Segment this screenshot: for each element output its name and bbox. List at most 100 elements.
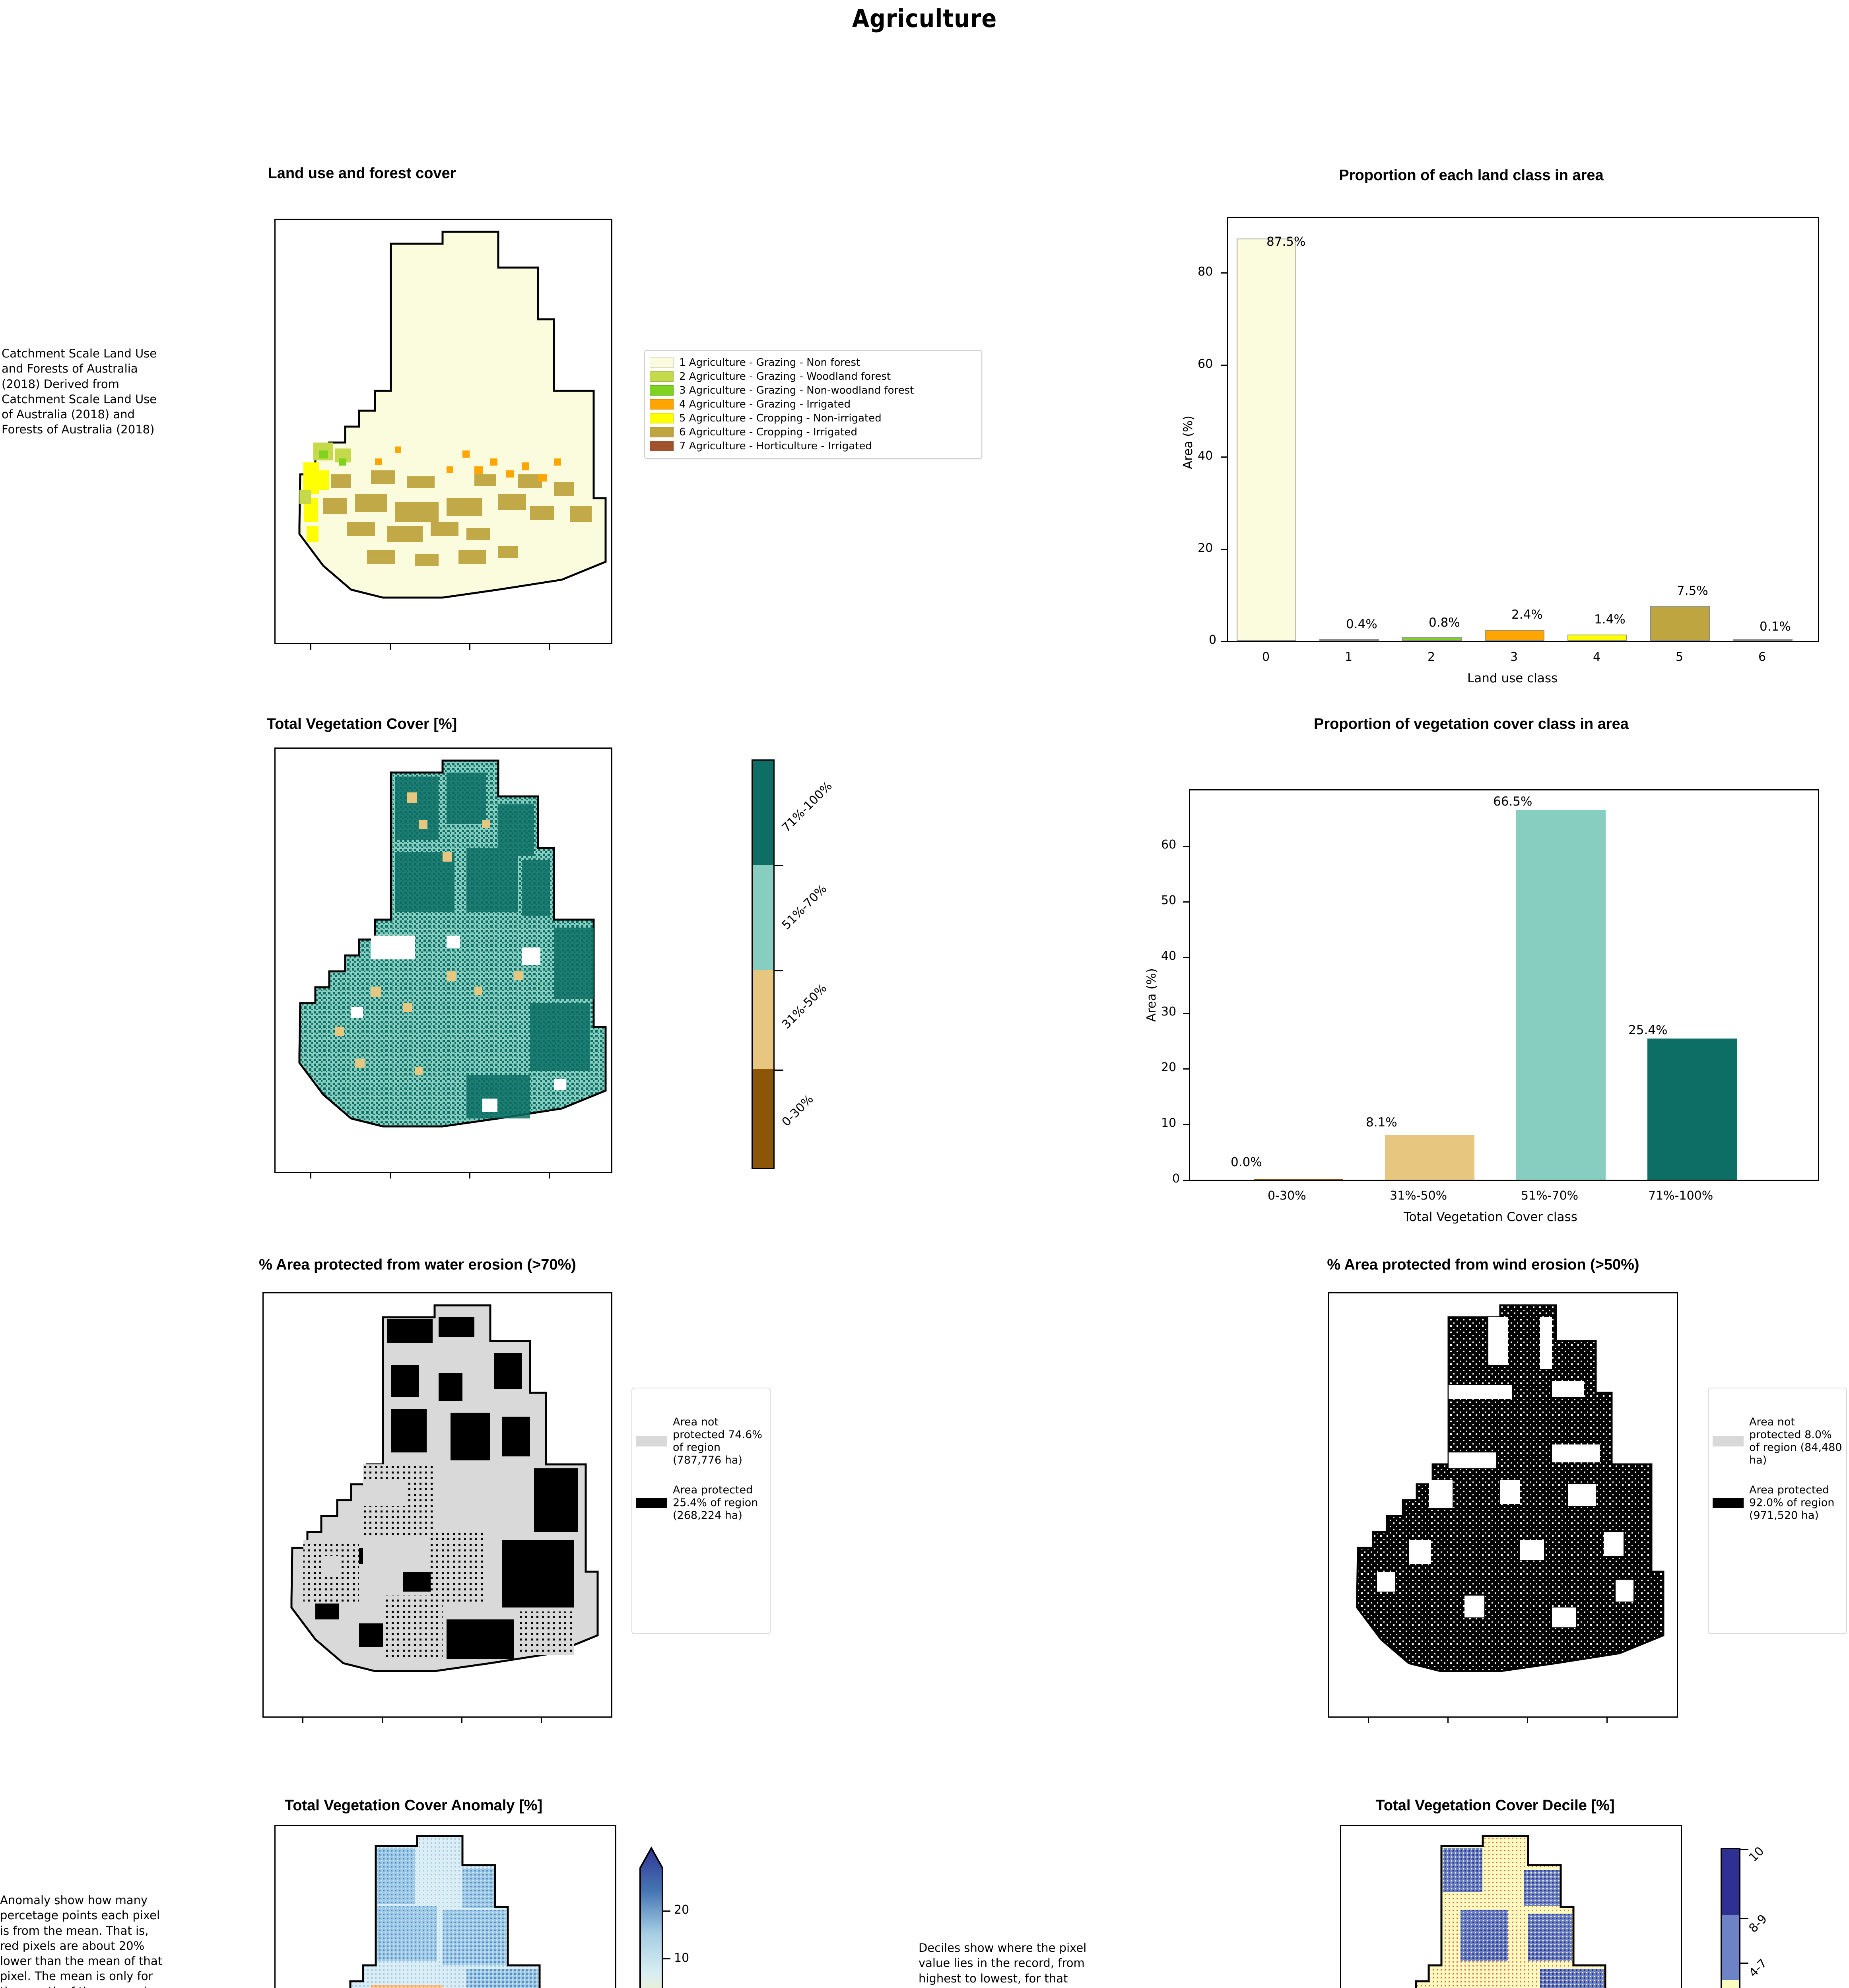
- vx-tick-0: 0-30%: [1268, 1189, 1306, 1203]
- y-tick-0: 0: [1209, 633, 1217, 647]
- legend-swatch-7: [650, 441, 674, 451]
- cb-seg-71-100: [753, 761, 773, 866]
- legend-swatch-1: [650, 357, 674, 368]
- cb-seg-0-30: [753, 1069, 773, 1168]
- cb-seg-51-70: [753, 865, 773, 970]
- bar-1[interactable]: [1319, 639, 1379, 641]
- bar-value-5: 7.5%: [1677, 584, 1708, 598]
- cb-seg-31-50: [753, 970, 773, 1069]
- vbar-2[interactable]: [1516, 810, 1606, 1180]
- anomaly-note: Anomaly show how many percetage points e…: [0, 1893, 162, 1988]
- vy-tick-30: 30: [1161, 1005, 1177, 1019]
- y-tick-20: 20: [1198, 541, 1213, 555]
- decile-note: Deciles show where the pixel value lies …: [919, 1941, 1088, 1988]
- x-tick-1: 1: [1345, 650, 1353, 664]
- legend-item: 6 Agriculture - Cropping - Irrigated: [650, 426, 977, 438]
- vbar-0[interactable]: [1254, 1179, 1343, 1180]
- swatch-protected: [636, 1498, 667, 1508]
- vbar-3[interactable]: [1647, 1039, 1737, 1180]
- dec-seg-10: [1722, 1849, 1739, 1915]
- vx-tick-3: 71%-100%: [1648, 1189, 1713, 1203]
- anomaly-map[interactable]: [274, 1825, 616, 1988]
- decile-map-graphic: [1415, 1835, 1606, 1988]
- vx-tick-2: 51%-70%: [1521, 1189, 1579, 1203]
- legend-swatch-4: [650, 399, 674, 410]
- swatch-protected: [1713, 1498, 1744, 1508]
- bar-2[interactable]: [1402, 637, 1462, 641]
- decile-label-8-9: 8-9: [1746, 1912, 1770, 1936]
- bar-value-1: 0.4%: [1346, 617, 1377, 631]
- water-erosion-legend: Area not protected 74.6% of region (787,…: [631, 1388, 771, 1634]
- vy-tick-40: 40: [1161, 949, 1177, 963]
- dec-seg-4-7: [1722, 1980, 1739, 1988]
- veg-bar-chart[interactable]: [1189, 789, 1819, 1181]
- y-tick-60: 60: [1198, 357, 1213, 371]
- water-erosion-map[interactable]: [262, 1292, 612, 1718]
- erosion-legend-row: Area not protected 74.6% of region (787,…: [636, 1416, 766, 1466]
- decile-map[interactable]: [1340, 1825, 1682, 1988]
- decile-label-4-7: 4-7: [1746, 1956, 1770, 1980]
- bar-value-4: 1.4%: [1594, 612, 1626, 627]
- landuse-bar-chart[interactable]: [1227, 217, 1819, 642]
- erosion-legend-row: Area protected 25.4% of region (268,224 …: [636, 1484, 766, 1522]
- x-tick-3: 3: [1510, 650, 1518, 664]
- vy-tick-20: 20: [1161, 1060, 1177, 1074]
- vy-tick-60: 60: [1161, 838, 1177, 852]
- bar-5[interactable]: [1650, 606, 1710, 641]
- landuse-source-note: Catchment Scale Land Use and Forests of …: [2, 347, 157, 437]
- panel-title-wind-erosion: % Area protected from wind erosion (>50%…: [1327, 1256, 1639, 1273]
- panel-title-landuse-map: Land use and forest cover: [268, 165, 456, 182]
- wind-erosion-map[interactable]: [1328, 1292, 1678, 1718]
- dec-seg-8-9: [1722, 1914, 1739, 1980]
- veg-cover-map[interactable]: [274, 747, 612, 1173]
- wind-erosion-legend: Area not protected 8.0% of region (84,48…: [1708, 1388, 1847, 1634]
- anomaly-tick-10: 10: [674, 1951, 689, 1965]
- vbar-value-3: 25.4%: [1628, 1023, 1668, 1037]
- x-tick-6: 6: [1758, 650, 1766, 664]
- legend-swatch-6: [650, 427, 674, 437]
- anomaly-tick-20: 20: [674, 1903, 689, 1917]
- y-tick-80: 80: [1198, 265, 1213, 279]
- cb-label-71-100: 71%-100%: [779, 779, 835, 835]
- panel-title-anomaly: Total Vegetation Cover Anomaly [%]: [284, 1797, 543, 1814]
- panel-title-veg-map: Total Vegetation Cover [%]: [266, 716, 457, 732]
- landuse-map[interactable]: [274, 219, 612, 644]
- swatch-not-protected: [1713, 1436, 1744, 1446]
- legend-swatch-2: [650, 371, 674, 382]
- x-tick-4: 4: [1593, 650, 1601, 664]
- vbar-1[interactable]: [1385, 1135, 1474, 1180]
- legend-label-5: 5 Agriculture - Cropping - Non-irrigated: [679, 412, 882, 424]
- anomaly-map-graphic: [349, 1835, 541, 1988]
- bar-4[interactable]: [1567, 635, 1627, 641]
- legend-label-7: 7 Agriculture - Horticulture - Irrigated: [679, 440, 872, 452]
- x-tick-2: 2: [1428, 650, 1435, 664]
- landuse-map-graphic: [298, 231, 607, 599]
- panel-title-landuse-bar: Proportion of each land class in area: [1339, 167, 1604, 184]
- erosion-legend-row: Area not protected 8.0% of region (84,48…: [1713, 1416, 1842, 1466]
- legend-item: 3 Agriculture - Grazing - Non-woodland f…: [650, 384, 977, 396]
- vy-tick-0: 0: [1172, 1172, 1180, 1186]
- legend-item: 5 Agriculture - Cropping - Non-irrigated: [650, 412, 977, 424]
- cb-label-51-70: 51%-70%: [779, 882, 830, 932]
- x-tick-5: 5: [1676, 650, 1684, 664]
- panel-title-water-erosion: % Area protected from water erosion (>70…: [259, 1256, 576, 1273]
- vbar-value-1: 8.1%: [1366, 1115, 1397, 1130]
- page-title: Agriculture: [852, 4, 997, 33]
- legend-swatch-3: [650, 385, 674, 396]
- bar-3[interactable]: [1485, 630, 1544, 641]
- bar-0[interactable]: [1237, 239, 1296, 641]
- legend-item: 1 Agriculture - Grazing - Non forest: [650, 357, 977, 369]
- anomaly-colorbar: [639, 1846, 663, 1988]
- legend-label-1: 1 Agriculture - Grazing - Non forest: [679, 357, 860, 369]
- decile-colorbar: [1721, 1848, 1740, 1988]
- x-tick-0: 0: [1262, 650, 1270, 664]
- legend-item: 7 Agriculture - Horticulture - Irrigated: [650, 440, 977, 452]
- decile-label-10: 10: [1746, 1844, 1767, 1865]
- x-axis-label-landuse: Land use class: [1467, 671, 1558, 685]
- legend-label-2: 2 Agriculture - Grazing - Woodland fores…: [679, 371, 891, 382]
- bar-6[interactable]: [1733, 639, 1793, 641]
- bar-value-2: 0.8%: [1429, 615, 1460, 630]
- legend-label-6: 6 Agriculture - Cropping - Irrigated: [679, 426, 857, 438]
- legend-swatch-5: [650, 413, 674, 423]
- x-axis-label-veg: Total Vegetation Cover class: [1404, 1210, 1577, 1224]
